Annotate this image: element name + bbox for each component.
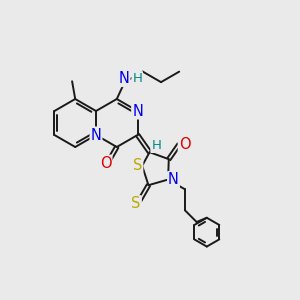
Text: O: O <box>100 156 112 171</box>
Text: O: O <box>179 137 190 152</box>
Text: S: S <box>133 158 142 173</box>
Text: H: H <box>132 72 142 85</box>
Text: N: N <box>132 103 143 118</box>
Text: N: N <box>91 128 101 142</box>
Text: N: N <box>118 71 130 86</box>
Text: N: N <box>168 172 179 187</box>
Text: H: H <box>151 139 161 152</box>
Text: S: S <box>131 196 141 211</box>
